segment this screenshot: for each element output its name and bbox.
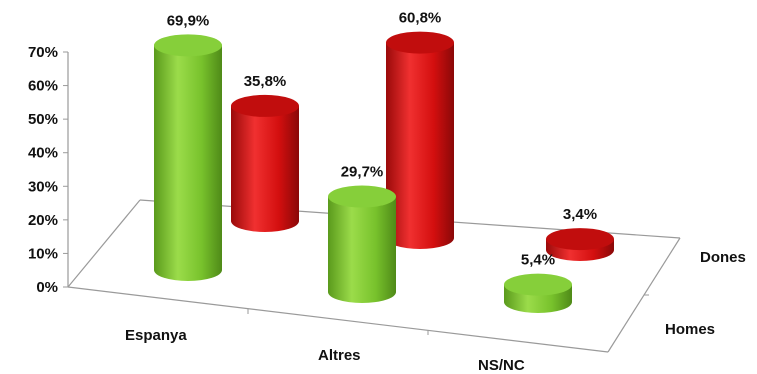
bar-homes-ns-nc xyxy=(504,273,572,313)
data-label: 3,4% xyxy=(563,206,597,223)
bar-top xyxy=(328,185,396,208)
bar-body xyxy=(154,45,222,282)
category-label: Espanya xyxy=(125,327,187,344)
bar-dones-espanya xyxy=(231,94,299,232)
bar-body xyxy=(231,105,299,232)
bar-top xyxy=(231,94,299,117)
y-tick-label: 50% xyxy=(28,111,58,128)
bar-body xyxy=(328,196,396,303)
y-tick-label: 20% xyxy=(28,212,58,229)
bar-dones-altres xyxy=(386,31,454,250)
bar-top xyxy=(504,273,572,296)
bar-top xyxy=(386,31,454,54)
y-tick-label: 60% xyxy=(28,78,58,95)
data-label: 60,8% xyxy=(399,10,442,27)
data-labels-layer: 35,8% 60,8% 3,4% 69,9% 29,7% 5,4% xyxy=(167,10,597,269)
category-label: NS/NC xyxy=(478,357,525,374)
bar-homes-altres xyxy=(328,185,396,303)
bars-layer xyxy=(154,31,614,313)
data-label: 5,4% xyxy=(521,252,555,269)
y-tick-label: 70% xyxy=(28,44,58,61)
data-label: 29,7% xyxy=(341,164,384,181)
category-label: Altres xyxy=(318,347,361,364)
floor-left-edge xyxy=(67,199,141,288)
bar-body xyxy=(386,42,454,250)
bar-top xyxy=(154,34,222,57)
data-label: 69,9% xyxy=(167,12,210,29)
y-tick-label: 0% xyxy=(36,279,58,296)
category-labels: Espanya Altres NS/NC xyxy=(125,327,525,374)
data-label: 35,8% xyxy=(244,73,287,90)
bar-top xyxy=(546,228,614,251)
series-label-dones: Dones xyxy=(700,249,746,266)
series-label-homes: Homes xyxy=(665,321,715,338)
series-labels: Dones Homes xyxy=(665,249,746,338)
floor-front-edge xyxy=(67,286,609,353)
y-tick-label: 40% xyxy=(28,145,58,162)
y-tick-label: 10% xyxy=(28,245,58,262)
bar-dones-ns-nc xyxy=(546,228,614,261)
y-axis-ticks: 0% 10% 20% 30% 40% 50% 60% 70% xyxy=(28,44,68,296)
bar-homes-espanya xyxy=(154,34,222,282)
y-tick-label: 30% xyxy=(28,178,58,195)
